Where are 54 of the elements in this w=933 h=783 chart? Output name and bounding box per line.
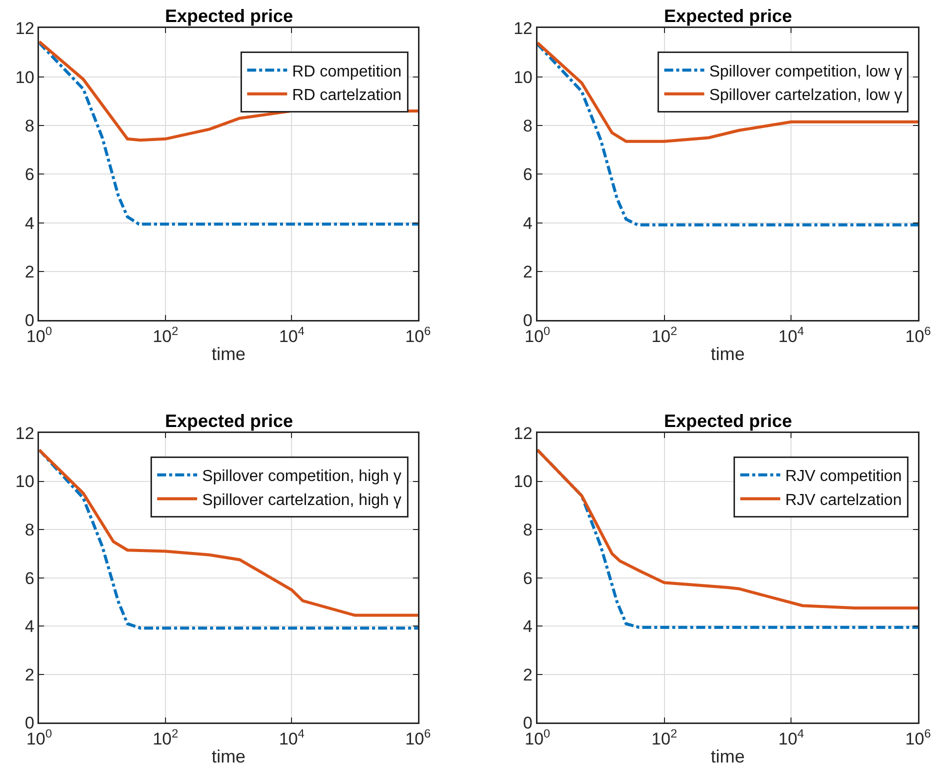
y-tick-label: 8: [24, 520, 34, 540]
y-tick-label: 10: [15, 472, 34, 492]
legend-label: Spillover competition, low γ: [709, 63, 902, 80]
x-axis-title: time: [710, 344, 745, 364]
y-tick-label: 2: [523, 665, 533, 684]
chart-title: Expected price: [165, 411, 294, 431]
y-tick-label: 0: [24, 311, 34, 330]
x-tick-label: 10$^{2}$: [652, 324, 678, 346]
y-tick-label: 4: [523, 617, 533, 636]
chart-title: Expected price: [165, 6, 294, 26]
y-tick-label: 2: [24, 665, 34, 684]
y-tick-label: 10: [514, 68, 533, 87]
x-tick-label: 10$^{6}$: [405, 324, 432, 346]
y-tick-label: 2: [523, 262, 533, 282]
y-tick-label: 6: [523, 568, 533, 588]
x-tick-label: 10$^{6}$: [405, 726, 432, 749]
y-tick-label: 10: [514, 472, 533, 492]
y-tick-label: 8: [523, 520, 533, 540]
x-tick-label: 10$^{2}$: [152, 324, 179, 346]
y-tick-label: 12: [514, 424, 533, 443]
y-tick-label: 6: [523, 165, 533, 184]
x-tick-label: 10$^{2}$: [652, 726, 678, 749]
y-tick-label: 6: [24, 568, 34, 588]
x-tick-label: 10$^{4}$: [278, 324, 305, 346]
y-tick-label: 12: [15, 19, 34, 38]
legend-label: RJV cartelzation: [785, 492, 902, 509]
y-tick-label: 8: [523, 116, 533, 136]
x-axis-title: time: [212, 746, 246, 766]
y-tick-label: 10: [15, 68, 34, 87]
x-axis-title: time: [212, 344, 246, 364]
x-tick-label: 10$^{4}$: [278, 726, 305, 749]
x-tick-label: 10$^{6}$: [905, 726, 932, 749]
y-tick-label: 8: [24, 116, 34, 136]
y-tick-label: 4: [523, 214, 533, 233]
x-tick-label: 10$^{6}$: [905, 324, 932, 346]
y-tick-label: 12: [514, 19, 533, 38]
legend-label: Spillover competition, high γ: [202, 468, 402, 486]
chart-title: Expected price: [664, 411, 792, 431]
legend-label: RJV competition: [785, 468, 902, 486]
x-tick-label: 10$^{4}$: [778, 726, 804, 749]
chart-title: Expected price: [664, 6, 792, 26]
y-tick-label: 4: [24, 617, 34, 636]
legend-label: Spillover cartelzation, low γ: [709, 87, 902, 104]
y-tick-label: 4: [24, 214, 34, 233]
y-tick-label: 6: [24, 165, 34, 184]
y-tick-label: 2: [24, 262, 34, 282]
x-axis-title: time: [710, 746, 745, 766]
legend-label: RD cartelzation: [292, 87, 402, 104]
y-tick-label: 12: [15, 424, 34, 443]
legend-label: Spillover cartelzation, high γ: [202, 492, 402, 509]
x-tick-label: 10$^{2}$: [152, 726, 179, 749]
y-tick-label: 0: [523, 311, 533, 330]
x-tick-label: 10$^{4}$: [778, 324, 804, 346]
legend-label: RD competition: [292, 63, 402, 80]
